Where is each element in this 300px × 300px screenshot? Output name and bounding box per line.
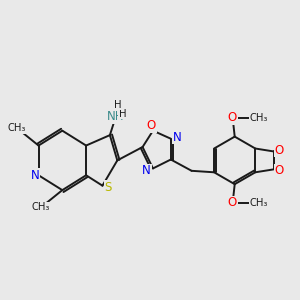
Text: O: O xyxy=(147,119,156,132)
Text: S: S xyxy=(105,181,112,194)
Text: N: N xyxy=(107,110,116,123)
Text: CH₃: CH₃ xyxy=(250,113,268,123)
Text: CH₃: CH₃ xyxy=(32,202,50,212)
Text: O: O xyxy=(228,111,237,124)
Text: N: N xyxy=(173,131,182,144)
Text: N: N xyxy=(142,164,151,177)
Text: H: H xyxy=(118,109,126,119)
Text: N: N xyxy=(31,169,39,182)
Text: O: O xyxy=(275,164,284,177)
Text: H: H xyxy=(114,100,122,110)
Text: O: O xyxy=(228,196,237,209)
Text: O: O xyxy=(275,143,284,157)
Text: NH: NH xyxy=(107,110,124,123)
Text: CH₃: CH₃ xyxy=(250,198,268,208)
Text: CH₃: CH₃ xyxy=(8,123,26,133)
